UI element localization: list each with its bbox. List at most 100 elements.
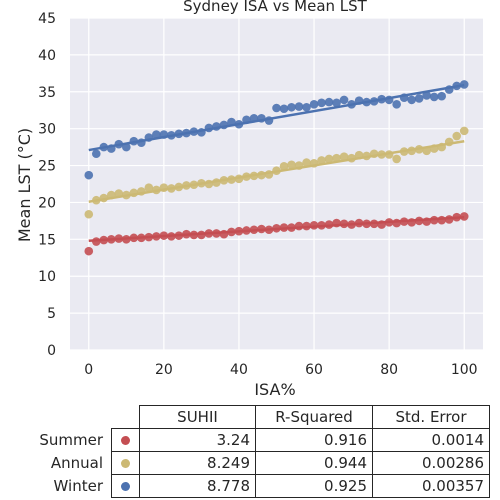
point-summer bbox=[107, 235, 116, 244]
point-annual bbox=[279, 161, 289, 171]
point-annual bbox=[234, 174, 244, 184]
point-annual bbox=[167, 184, 176, 193]
point-summer bbox=[459, 212, 469, 221]
x-tick-label: 20 bbox=[155, 362, 173, 378]
point-winter bbox=[152, 130, 161, 139]
point-winter bbox=[197, 128, 206, 137]
point-summer bbox=[294, 221, 304, 231]
point-summer bbox=[354, 218, 364, 228]
point-summer bbox=[182, 229, 191, 239]
y-axis-label: Mean LST (°C) bbox=[15, 128, 34, 242]
point-summer bbox=[399, 217, 409, 226]
point-annual bbox=[182, 181, 191, 190]
point-annual bbox=[422, 146, 431, 156]
point-summer bbox=[197, 230, 206, 240]
point-winter bbox=[227, 117, 236, 127]
point-winter bbox=[309, 100, 319, 109]
y-tick-label: 35 bbox=[38, 85, 56, 101]
point-winter bbox=[302, 102, 311, 112]
point-summer bbox=[309, 221, 319, 230]
point-summer bbox=[91, 237, 101, 246]
point-annual bbox=[219, 176, 229, 185]
point-winter bbox=[422, 91, 431, 100]
x-tick-label: 100 bbox=[451, 362, 478, 378]
point-winter bbox=[257, 114, 266, 123]
table-corner bbox=[18, 406, 112, 429]
point-summer bbox=[429, 215, 439, 225]
point-annual bbox=[197, 178, 206, 188]
plot-area bbox=[70, 18, 483, 350]
suhii-value: 3.24 bbox=[139, 428, 256, 452]
point-annual bbox=[392, 154, 401, 164]
point-winter bbox=[324, 97, 334, 107]
point-annual bbox=[227, 175, 236, 184]
point-summer bbox=[279, 223, 289, 232]
table-corner bbox=[112, 406, 140, 429]
point-annual bbox=[242, 172, 251, 181]
row-label: Annual bbox=[50, 454, 103, 472]
point-annual bbox=[257, 170, 266, 180]
point-summer bbox=[144, 232, 154, 242]
point-summer bbox=[377, 220, 386, 229]
suhii-value: 8.249 bbox=[139, 451, 256, 475]
point-winter bbox=[189, 127, 199, 136]
point-summer bbox=[219, 229, 229, 239]
header-r-squared: R-Squared bbox=[255, 405, 373, 429]
y-tick-labels: 0 5 10 15 20 25 30 35 40 45 bbox=[38, 11, 56, 359]
point-annual bbox=[377, 150, 386, 159]
point-summer bbox=[444, 215, 454, 224]
stats-table: SUHII R-Squared Std. Error Summer 3.24 0… bbox=[18, 405, 490, 498]
data-points bbox=[84, 80, 469, 256]
point-annual bbox=[324, 154, 334, 164]
point-summer bbox=[174, 231, 184, 240]
y-tick-label: 45 bbox=[38, 11, 56, 27]
y-tick-label: 40 bbox=[38, 48, 56, 64]
point-summer bbox=[234, 226, 244, 236]
point-winter bbox=[459, 80, 469, 89]
point-winter bbox=[437, 91, 447, 101]
x-tick-label: 60 bbox=[305, 362, 323, 378]
point-winter bbox=[91, 149, 101, 159]
point-summer bbox=[384, 218, 394, 227]
point-annual bbox=[384, 150, 394, 159]
point-winter bbox=[212, 122, 221, 131]
point-summer bbox=[362, 219, 371, 229]
point-winter bbox=[234, 119, 244, 129]
std-error-value: 0.00357 bbox=[372, 474, 490, 498]
point-summer bbox=[369, 219, 379, 229]
x-tick-label: 80 bbox=[380, 362, 398, 378]
point-annual bbox=[137, 187, 146, 196]
y-tick-label: 15 bbox=[38, 232, 56, 248]
point-annual bbox=[129, 188, 139, 198]
series-dot-icon bbox=[121, 482, 130, 491]
point-winter bbox=[167, 131, 176, 140]
point-annual bbox=[354, 150, 364, 160]
point-summer bbox=[242, 226, 251, 235]
scatter-chart: Sydney ISA vs Mean LST 0 20 40 60 80 100 0 5 10… bbox=[15, 0, 483, 399]
header-suhii: SUHII bbox=[139, 405, 256, 429]
point-annual bbox=[159, 183, 169, 192]
x-tick-labels: 0 20 40 60 80 100 bbox=[84, 362, 477, 378]
point-annual bbox=[317, 156, 326, 165]
y-tick-label: 5 bbox=[47, 306, 56, 322]
point-winter bbox=[429, 92, 439, 102]
point-annual bbox=[294, 161, 304, 170]
point-annual bbox=[204, 179, 214, 189]
point-winter bbox=[407, 95, 416, 105]
point-winter bbox=[392, 100, 401, 109]
point-annual bbox=[339, 152, 349, 162]
point-annual bbox=[144, 183, 154, 192]
point-summer bbox=[122, 235, 131, 244]
point-summer bbox=[422, 217, 431, 226]
point-winter bbox=[114, 139, 124, 149]
point-winter bbox=[159, 130, 169, 139]
table-row: Annual 8.249 0.944 0.00286 bbox=[18, 451, 490, 475]
point-summer bbox=[129, 233, 139, 243]
point-winter bbox=[107, 144, 116, 153]
point-annual bbox=[287, 160, 296, 170]
point-winter bbox=[452, 81, 462, 91]
point-annual bbox=[107, 190, 116, 200]
stats-table-container: SUHII R-Squared Std. Error Summer 3.24 0… bbox=[0, 405, 500, 500]
point-annual bbox=[452, 131, 462, 141]
